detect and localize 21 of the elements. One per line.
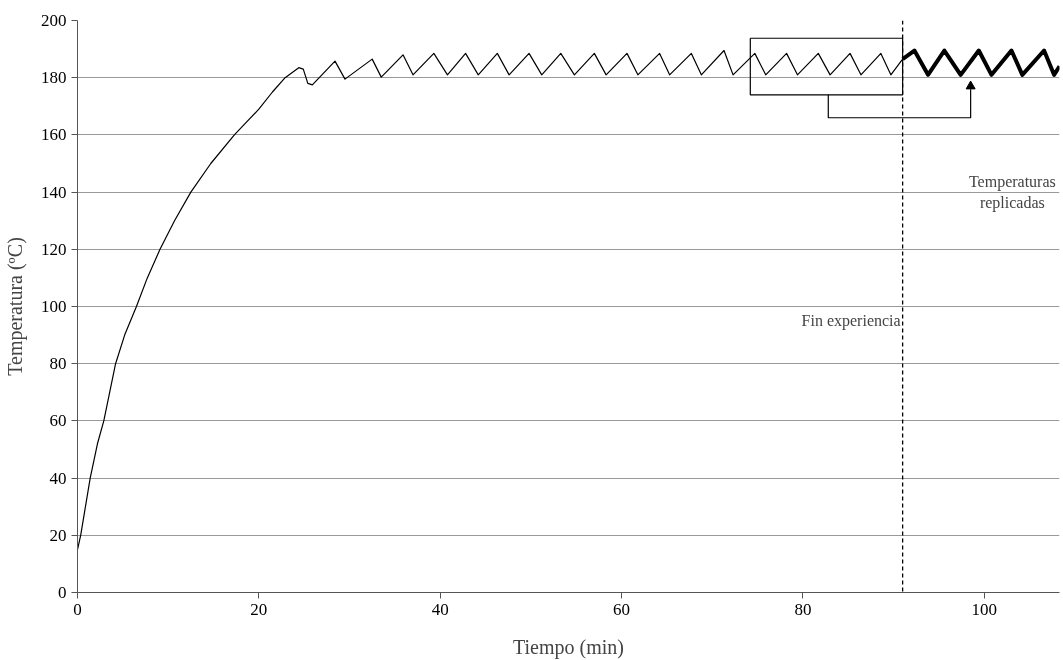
y-tick-label: 180	[41, 68, 67, 88]
y-tick-label: 0	[58, 583, 67, 602]
x-tick-label: 0	[73, 599, 82, 619]
y-tick-label: 60	[49, 411, 67, 431]
x-tick-label: 100	[971, 599, 997, 619]
y-tick-label: 100	[41, 297, 67, 316]
x-tick-label: 40	[431, 599, 449, 619]
y-tick-label: 200	[41, 11, 67, 30]
y-tick-label: 140	[41, 182, 67, 202]
x-tick-label: 60	[613, 599, 631, 619]
x-tick-label: 80	[794, 599, 812, 619]
y-tick-label: 80	[49, 354, 67, 374]
x-axis-title: Tiempo (min)	[513, 635, 624, 659]
x-tick-label: 20	[250, 599, 268, 619]
y-tick-label: 160	[41, 125, 67, 145]
ref-line-label: Fin experiencia	[801, 312, 901, 331]
y-tick-label: 40	[49, 468, 67, 488]
y-tick-label: 20	[49, 525, 67, 545]
y-axis-title: Temperatura (ºC)	[4, 237, 27, 376]
y-tick-label: 120	[41, 239, 67, 259]
annotation: Temperaturas replicadas	[968, 173, 1056, 212]
